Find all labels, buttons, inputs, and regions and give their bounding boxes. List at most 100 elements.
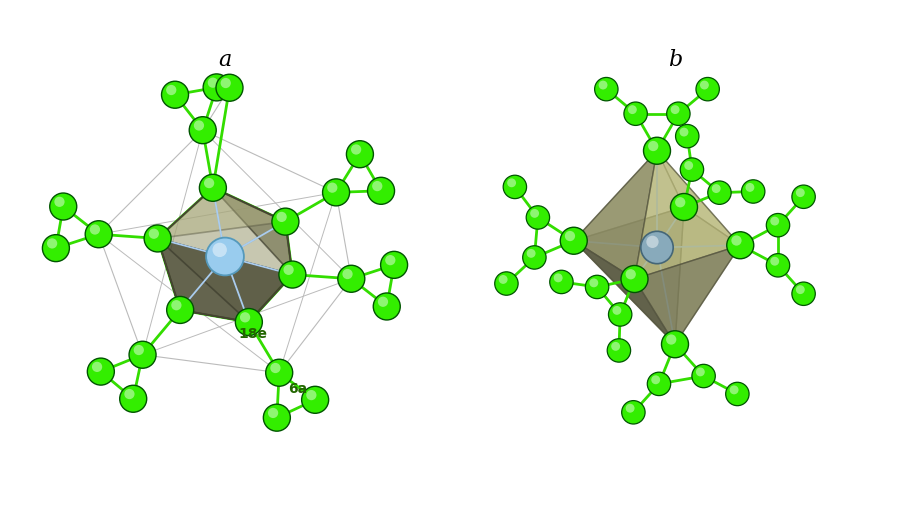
Circle shape xyxy=(554,273,562,282)
Circle shape xyxy=(266,359,292,386)
Circle shape xyxy=(796,188,805,197)
Circle shape xyxy=(670,105,680,114)
Circle shape xyxy=(276,212,287,222)
Circle shape xyxy=(204,178,214,188)
Circle shape xyxy=(385,255,395,265)
Polygon shape xyxy=(675,207,740,344)
Circle shape xyxy=(306,390,317,400)
Circle shape xyxy=(565,231,575,241)
Circle shape xyxy=(707,181,731,204)
Circle shape xyxy=(279,261,306,288)
Circle shape xyxy=(378,297,388,307)
Circle shape xyxy=(684,161,693,170)
Circle shape xyxy=(644,137,670,164)
Circle shape xyxy=(526,249,536,258)
Circle shape xyxy=(346,141,374,168)
Circle shape xyxy=(148,229,159,239)
Circle shape xyxy=(206,238,244,275)
Circle shape xyxy=(700,81,709,89)
Circle shape xyxy=(621,266,648,292)
Circle shape xyxy=(626,404,634,412)
Circle shape xyxy=(732,235,742,246)
Text: 6a: 6a xyxy=(288,382,307,396)
Circle shape xyxy=(530,209,539,218)
Circle shape xyxy=(351,144,361,154)
Circle shape xyxy=(203,74,230,101)
Circle shape xyxy=(240,312,250,323)
Circle shape xyxy=(667,102,690,125)
Circle shape xyxy=(670,193,698,221)
Circle shape xyxy=(272,208,299,235)
Circle shape xyxy=(134,345,144,355)
Circle shape xyxy=(692,364,716,388)
Circle shape xyxy=(662,331,688,358)
Circle shape xyxy=(220,78,230,88)
Circle shape xyxy=(770,216,779,226)
Text: a: a xyxy=(219,49,231,71)
Circle shape xyxy=(212,243,227,257)
Circle shape xyxy=(92,362,103,372)
Circle shape xyxy=(495,272,518,295)
Circle shape xyxy=(367,177,394,204)
Circle shape xyxy=(322,179,349,206)
Polygon shape xyxy=(213,188,292,274)
Circle shape xyxy=(641,231,673,264)
Text: 18e: 18e xyxy=(238,327,268,341)
Circle shape xyxy=(47,238,58,248)
Circle shape xyxy=(54,196,65,207)
Circle shape xyxy=(676,125,699,148)
Circle shape xyxy=(342,269,353,279)
Circle shape xyxy=(171,300,182,310)
Circle shape xyxy=(270,363,281,373)
Circle shape xyxy=(647,372,670,396)
Circle shape xyxy=(727,232,754,259)
Circle shape xyxy=(526,206,550,229)
Circle shape xyxy=(42,234,69,262)
Circle shape xyxy=(86,221,112,248)
Circle shape xyxy=(680,128,688,136)
Circle shape xyxy=(200,174,227,201)
Circle shape xyxy=(730,385,739,394)
Circle shape xyxy=(598,81,608,89)
Circle shape xyxy=(648,141,659,151)
Circle shape xyxy=(90,224,100,234)
Polygon shape xyxy=(574,151,657,279)
Circle shape xyxy=(745,183,754,192)
Polygon shape xyxy=(158,239,249,322)
Circle shape xyxy=(792,185,815,208)
Circle shape xyxy=(216,74,243,101)
Circle shape xyxy=(696,367,705,377)
Circle shape xyxy=(628,105,637,114)
Circle shape xyxy=(595,77,618,101)
Circle shape xyxy=(503,175,526,199)
Polygon shape xyxy=(657,151,740,245)
Circle shape xyxy=(124,389,135,399)
Circle shape xyxy=(666,334,677,345)
Circle shape xyxy=(796,285,805,294)
Circle shape xyxy=(742,180,765,203)
Polygon shape xyxy=(158,188,285,239)
Circle shape xyxy=(236,308,263,336)
Circle shape xyxy=(766,213,789,237)
Polygon shape xyxy=(158,188,292,274)
Circle shape xyxy=(50,193,76,220)
Circle shape xyxy=(284,265,293,275)
Polygon shape xyxy=(158,239,292,322)
Circle shape xyxy=(675,197,686,207)
Circle shape xyxy=(680,158,704,181)
Circle shape xyxy=(381,251,408,279)
Circle shape xyxy=(590,279,598,287)
Circle shape xyxy=(652,376,661,384)
Circle shape xyxy=(560,227,587,254)
Circle shape xyxy=(626,269,635,280)
Circle shape xyxy=(372,181,382,191)
Circle shape xyxy=(120,385,147,412)
Polygon shape xyxy=(634,245,740,344)
Circle shape xyxy=(608,339,631,362)
Circle shape xyxy=(612,306,621,315)
Circle shape xyxy=(264,404,291,431)
Circle shape xyxy=(770,257,779,266)
Circle shape xyxy=(523,246,546,269)
Circle shape xyxy=(585,275,608,299)
Circle shape xyxy=(622,401,645,424)
